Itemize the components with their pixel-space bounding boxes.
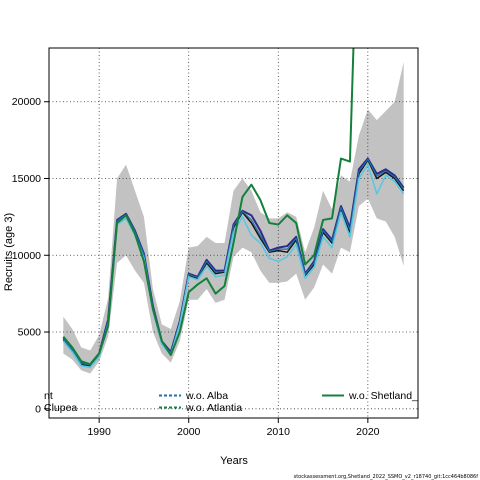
plot-frame (48, 47, 419, 419)
legend-label: w.o. Shetland_ (348, 390, 418, 402)
y-tick-label: 5000 (18, 327, 42, 339)
x-axis-label: Years (220, 455, 248, 467)
series-lines (62, 48, 405, 369)
series-line-4 (62, 48, 355, 366)
footer-note: stockassessment.org,Shetland_2022_SSMO_v… (294, 474, 479, 480)
y-tick-label: 0 (35, 403, 41, 415)
legend-label: nt (44, 390, 53, 402)
x-tick-label: 2000 (177, 426, 201, 438)
confidence-band (63, 61, 404, 374)
x-tick-label: 2010 (267, 426, 291, 438)
confidence-band-area (63, 61, 404, 374)
x-tick-label: 2020 (356, 426, 380, 438)
series-line-3 (62, 163, 405, 369)
y-tick-label: 20000 (12, 96, 41, 108)
x-tick-label: 1990 (87, 426, 111, 438)
series-line-2 (62, 158, 405, 366)
axes: 1990 2000 2010 2020 0 5000 10000 15000 20000 (12, 96, 380, 438)
series-line-1 (62, 157, 405, 366)
legend-label: w.o. Atlantia (185, 402, 242, 414)
y-tick-label: 15000 (12, 173, 41, 185)
legend-label: Clupea (44, 402, 77, 414)
y-tick-label: 10000 (12, 250, 41, 262)
legend-label: w.o. Alba (185, 390, 228, 402)
y-axis-label: Recruits (age 3) (3, 213, 15, 291)
